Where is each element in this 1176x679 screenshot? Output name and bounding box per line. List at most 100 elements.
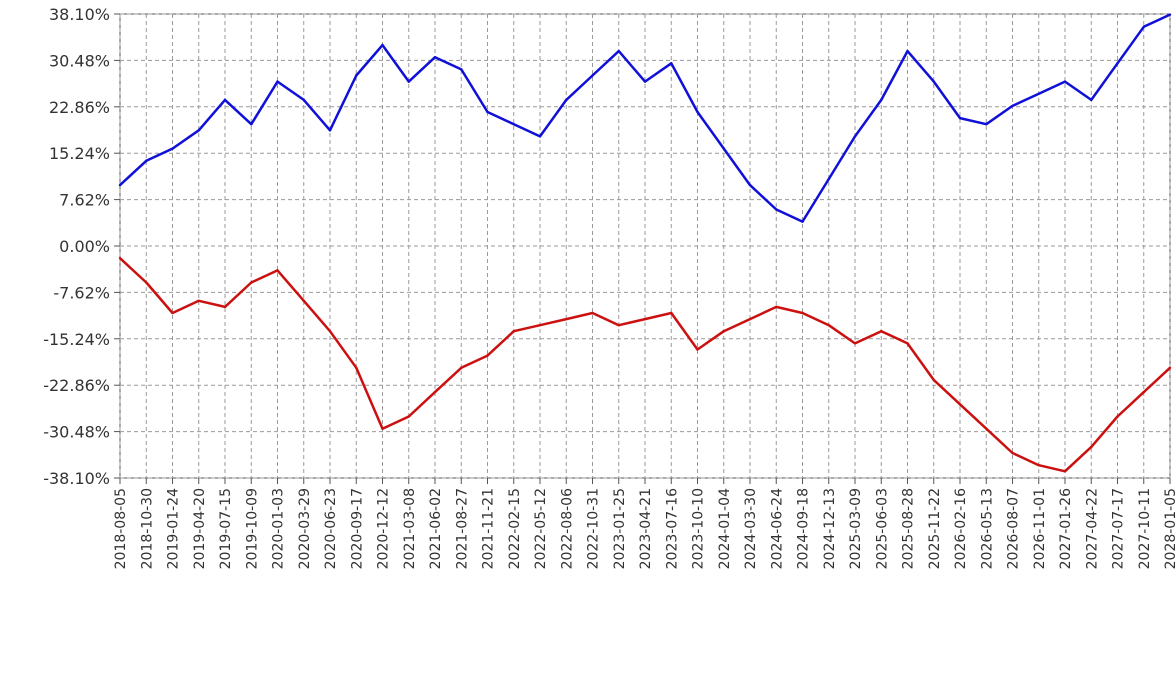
series-0-point-29 <box>880 98 883 102</box>
y-tick-label-9: -30.48% <box>43 423 110 442</box>
x-tick-label-23: 2024-01-04 <box>717 488 733 569</box>
x-axis: 2018-08-05 2018-10-30 2019-01-24 2019-04-20… <box>113 478 1176 569</box>
x-tick-label-19: 2023-01-25 <box>612 488 628 569</box>
x-tick-label-0: 2018-08-05 <box>113 488 129 569</box>
x-tick-label-1: 2018-10-30 <box>139 488 155 569</box>
x-tick-label-31: 2025-11-22 <box>927 488 943 569</box>
series-0-point-27 <box>827 177 830 181</box>
series-0-point-14 <box>486 110 489 114</box>
series-0-point-12 <box>433 56 437 59</box>
x-tick-label-22: 2023-10-10 <box>691 488 707 569</box>
x-tick-label-21: 2023-07-16 <box>664 488 680 569</box>
series-0-point-17 <box>565 98 568 102</box>
y-tick-label-8: -22.86% <box>43 376 110 395</box>
y-axis: 38.10% 30.48% 22.86% 15.24% 7.62% 0.00% -7.62%… <box>43 5 120 488</box>
series-0-point-9 <box>355 74 358 77</box>
x-tick-label-32: 2026-02-16 <box>953 488 969 569</box>
series-0-point-35 <box>1037 92 1040 95</box>
series-1-point-35 <box>1037 464 1040 467</box>
series-1-point-29 <box>880 330 883 333</box>
series-1-point-25 <box>775 305 778 309</box>
series-0-point-33 <box>985 123 988 126</box>
x-tick-label-5: 2019-10-09 <box>244 488 260 569</box>
x-tick-label-3: 2019-04-20 <box>192 488 208 569</box>
x-tick-label-20: 2023-04-21 <box>638 488 654 569</box>
series-1-point-5 <box>250 281 253 284</box>
series-1-point-12 <box>433 390 437 394</box>
series-0-point-4 <box>223 98 227 102</box>
x-tick-label-18: 2022-10-31 <box>586 488 602 569</box>
x-tick-label-36: 2027-01-26 <box>1058 488 1074 569</box>
series-0-point-11 <box>407 80 410 83</box>
series-1-point-21 <box>670 311 673 315</box>
series-1-point-11 <box>407 415 410 418</box>
series-1-point-38 <box>1116 415 1119 418</box>
series-0-point-2 <box>171 147 174 150</box>
series-0-point-3 <box>197 129 200 132</box>
x-tick-label-39: 2027-10-11 <box>1137 488 1153 569</box>
x-tick-label-6: 2020-01-03 <box>271 488 287 569</box>
series-0-point-37 <box>1090 98 1093 102</box>
x-tick-label-17: 2022-08-06 <box>559 488 575 569</box>
x-tick-label-40: 2028-01-05 <box>1163 488 1176 569</box>
series-1-point-2 <box>171 311 174 315</box>
series-1-point-22 <box>696 348 699 351</box>
series-1-point-33 <box>985 427 988 430</box>
y-tick-label-5: 0.00% <box>59 237 110 256</box>
series-1-point-28 <box>853 342 857 345</box>
series-0-point-0 <box>118 183 122 187</box>
series-1-point-4 <box>223 305 227 309</box>
y-tick-label-0: 38.10% <box>49 5 110 24</box>
series-0-point-31 <box>932 80 935 83</box>
series-1-point-32 <box>958 403 962 406</box>
series-0-point-26 <box>801 220 804 223</box>
x-tick-label-13: 2021-08-27 <box>454 488 470 569</box>
series-0-point-34 <box>1011 104 1014 108</box>
series-1-point-13 <box>460 366 463 369</box>
x-tick-label-30: 2025-08-28 <box>901 488 917 569</box>
x-tick-label-9: 2020-09-17 <box>349 488 365 569</box>
series-1-point-1 <box>145 281 148 284</box>
series-1-point-34 <box>1011 451 1014 455</box>
x-tick-label-10: 2020-12-12 <box>376 488 392 569</box>
series-0-point-19 <box>617 49 620 53</box>
series-0-point-15 <box>512 123 515 126</box>
y-tick-label-10: -38.10% <box>43 469 110 488</box>
series-1-point-30 <box>906 342 909 345</box>
series-1-point-37 <box>1090 445 1093 449</box>
series-0-point-8 <box>328 129 332 132</box>
x-tick-label-26: 2024-09-18 <box>796 488 812 569</box>
series-1-point-16 <box>538 323 542 327</box>
series-1-point-36 <box>1063 470 1067 473</box>
series-0-point-30 <box>906 49 909 53</box>
series-1-point-18 <box>591 311 594 315</box>
series-1-point-6 <box>276 269 279 272</box>
series-1-point-20 <box>643 317 647 321</box>
x-tick-label-34: 2026-08-07 <box>1006 488 1022 569</box>
series-1-point-9 <box>355 366 358 369</box>
x-tick-label-15: 2022-02-15 <box>507 488 523 569</box>
x-tick-label-28: 2025-03-09 <box>848 488 864 569</box>
x-tick-label-24: 2024-03-30 <box>743 488 759 569</box>
y-tick-label-6: -7.62% <box>53 283 110 302</box>
series-1-point-0 <box>118 256 122 260</box>
series-1-point-24 <box>748 317 752 321</box>
series-0-point-38 <box>1116 62 1119 65</box>
x-tick-label-33: 2026-05-13 <box>979 488 995 569</box>
x-tick-label-11: 2021-03-08 <box>402 488 418 569</box>
series-0-point-18 <box>591 74 594 77</box>
series-1-point-14 <box>486 354 489 357</box>
series-layer <box>118 13 1172 473</box>
series-0-point-40 <box>1168 13 1172 16</box>
series-0-point-6 <box>276 80 279 83</box>
x-tick-label-14: 2021-11-21 <box>481 488 497 569</box>
x-tick-label-35: 2026-11-01 <box>1032 488 1048 569</box>
series-1-point-17 <box>565 317 568 321</box>
series-1-point-27 <box>827 323 830 327</box>
x-tick-label-27: 2024-12-13 <box>822 488 838 569</box>
series-1-point-15 <box>512 330 515 333</box>
x-tick-label-12: 2021-06-02 <box>428 488 444 569</box>
x-tick-label-8: 2020-06-23 <box>323 488 339 569</box>
